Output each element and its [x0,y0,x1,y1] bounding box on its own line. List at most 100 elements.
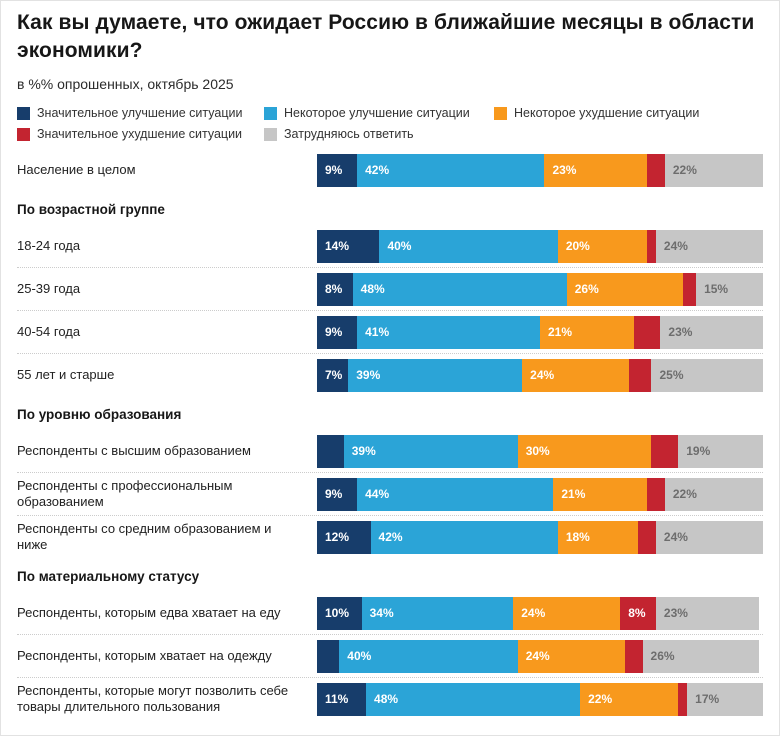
segment-value-label: 22% [672,487,697,502]
stacked-bar: 8% 48% 26% 15% [317,272,763,306]
bar-row: Респонденты с высшим образованием 39% 30% 1… [17,430,763,472]
segment-value-label: 7% [325,368,343,383]
bar-segment: 24% [655,520,763,554]
bar-segment [624,639,643,673]
bar-segment: 48% [366,682,581,716]
segment-value-label: 34% [369,606,394,621]
bar-segment: 42% [370,520,558,554]
bar-segment [633,315,661,349]
bar-segment: 9% [317,477,358,511]
segment-value-label: 17% [695,692,720,707]
stacked-bar: 14% 40% 20% 24% [317,229,763,263]
legend-item-1: Некоторое улучшение ситуации [264,106,494,120]
bar-segment: 26% [642,639,759,673]
row-label: Респонденты с профессиональным образован… [17,478,233,510]
legend-item-4: Затрудняюсь ответить [264,127,494,141]
legend-label: Значительное ухудшение ситуации [37,127,243,142]
bar-segment: 41% [357,315,540,349]
row-label: Респонденты, которые могут позволить себ… [17,683,289,715]
stacked-bar: 7% 39% 24% 25% [317,358,763,392]
bar-row: 18-24 года 14% 40% 20% 24% [17,225,763,267]
legend-swatch-icon [17,127,30,141]
bar-segment: 22% [664,153,763,187]
segment-value-label: 24% [530,368,555,383]
legend: Значительное улучшение ситуации Некоторое… [17,106,763,141]
bar-segment: 12% [317,520,371,554]
row-separator [17,472,763,474]
row-label: 55 лет и старше [17,367,115,383]
bar-segment: 24% [517,639,625,673]
bar-segment: 22% [580,682,679,716]
segment-value-label: 23% [663,606,688,621]
bar-segment [647,477,665,511]
bar-segment: 23% [544,153,648,187]
bar-segment: 23% [655,596,759,630]
bar-segment: 39% [348,358,523,392]
segment-value-label: 18% [565,530,590,545]
segment-value-label: 19% [686,444,711,459]
bar-segment: 26% [566,272,683,306]
bar-segment: 9% [317,153,358,187]
legend-label: Затрудняюсь ответить [284,127,414,142]
stacked-bar: 9% 42% 23% 22% [317,153,763,187]
bar-segment: 40% [379,229,558,263]
legend-label: Некоторое улучшение ситуации [284,106,470,121]
legend-swatch-icon [264,106,277,120]
segment-value-label: 21% [561,487,586,502]
bar-segment: 10% [317,596,362,630]
bar-segment: 48% [352,272,567,306]
bar-row: 25-39 года 8% 48% 26% 15% [17,268,763,310]
bar-row: Респонденты, которым хватает на одежду 40… [17,635,763,677]
bar-segment: 14% [317,229,380,263]
bar-segment: 7% [317,358,349,392]
section-header: По возрастной группе [17,202,165,218]
stacked-bar: 12% 42% 18% 24% [317,520,763,554]
segment-value-label: 39% [356,368,381,383]
stacked-bar: 9% 41% 21% 23% [317,315,763,349]
segment-value-label: 44% [365,487,390,502]
row-label: 18-24 года [17,238,81,254]
segment-value-label: 22% [588,692,613,707]
bar-segment: 25% [651,358,763,392]
bar-segment [317,434,344,468]
segment-value-label: 9% [325,487,343,502]
bar-segment: 17% [687,682,763,716]
row-separator [17,677,763,679]
legend-swatch-icon [264,127,277,141]
segment-value-label: 42% [378,530,403,545]
bar-segment: 11% [317,682,367,716]
segment-value-label: 10% [325,606,350,621]
bar-segment: 22% [664,477,763,511]
chart-subtitle: в %% опрошенных, октябрь 2025 [17,76,234,93]
legend-item-2: Некоторое ухудшение ситуации [494,106,763,120]
segment-value-label: 42% [365,163,390,178]
stacked-bar: 10% 34% 24% 8% 23% [317,596,763,630]
bar-segment: 42% [357,153,545,187]
legend-swatch-icon [494,106,507,120]
segment-value-label: 25% [659,368,684,383]
row-separator [17,353,763,355]
segment-value-label: 26% [650,649,675,664]
row-label: 25-39 года [17,281,81,297]
bar-segment: 8% [317,272,353,306]
section-header: По материальному статусу [17,569,200,585]
bar-row: Респонденты, которые могут позволить себ… [17,678,763,720]
bar-segment: 9% [317,315,358,349]
segment-value-label: 40% [347,649,372,664]
bar-segment: 19% [678,434,763,468]
bar-segment: 24% [655,229,763,263]
bar-segment: 44% [357,477,554,511]
segment-value-label: 23% [668,325,693,340]
bar-segment: 30% [517,434,652,468]
bar-segment: 40% [339,639,518,673]
bar-row: Респонденты, которым едва хватает на еду… [17,592,763,634]
segment-value-label: 24% [521,606,546,621]
legend-label: Значительное улучшение ситуации [37,106,243,121]
segment-value-label: 30% [525,444,550,459]
legend-item-3: Значительное ухудшение ситуации [17,127,264,141]
bar-segment: 21% [539,315,634,349]
bar-segment [678,682,688,716]
bar-row: 40-54 года 9% 41% 21% 23% [17,311,763,353]
bar-segment [647,229,656,263]
bar-segment: 15% [696,272,763,306]
